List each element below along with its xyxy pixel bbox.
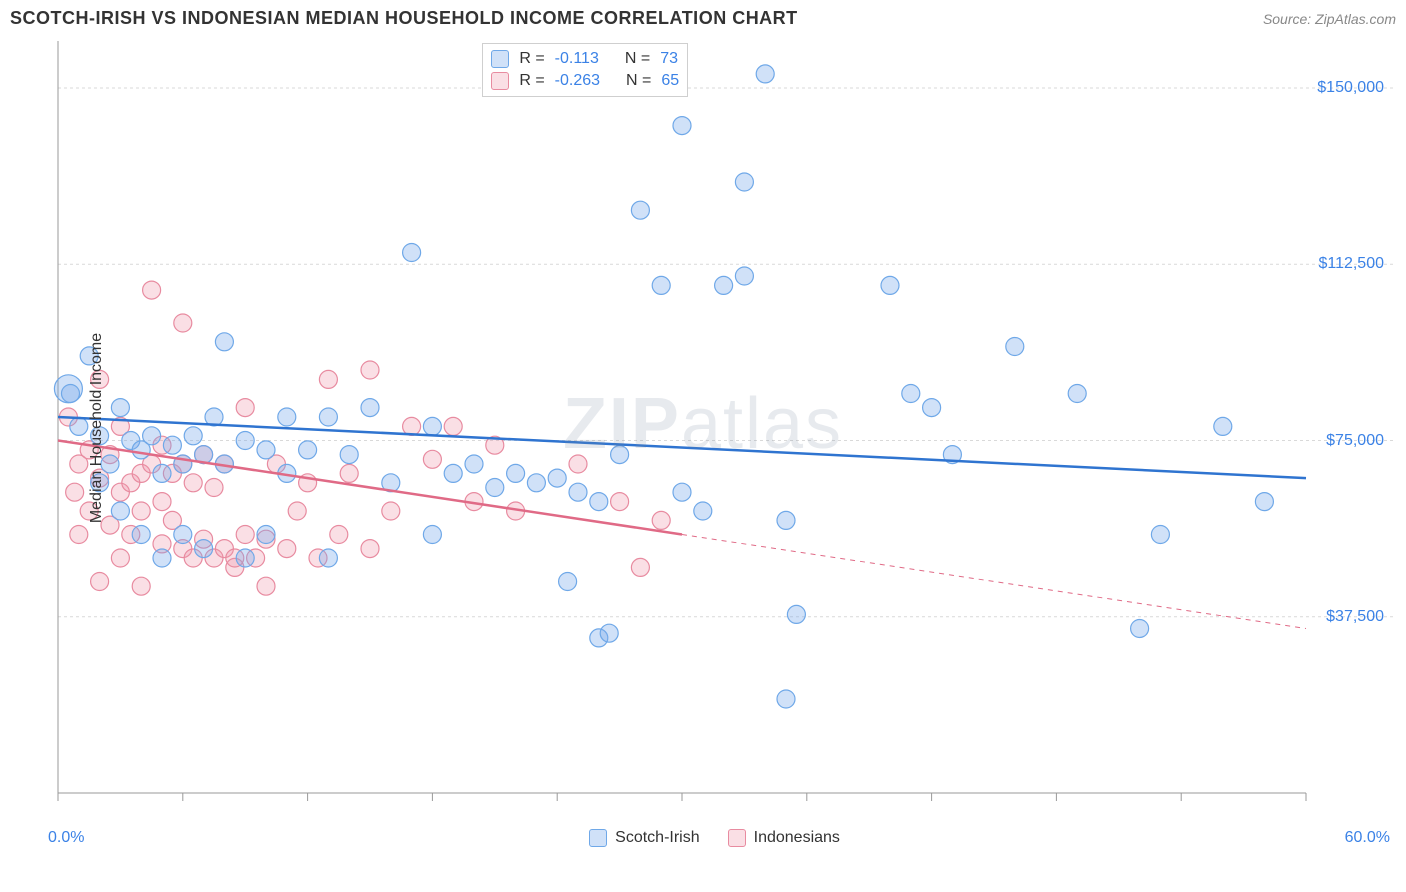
legend-item-2: Indonesians xyxy=(728,829,840,847)
n-label: N = xyxy=(626,72,651,90)
x-axis-max-label: 60.0% xyxy=(1345,829,1390,847)
legend-swatch-blue xyxy=(491,50,509,68)
x-axis-row: 0.0% Scotch-Irish Indonesians 60.0% xyxy=(0,823,1406,847)
legend-swatch-pink xyxy=(491,72,509,90)
legend-swatch-pink xyxy=(728,829,746,847)
legend-label-2: Indonesians xyxy=(754,829,840,847)
y-tick-label: $37,500 xyxy=(1326,608,1384,626)
chart-title: SCOTCH-IRISH VS INDONESIAN MEDIAN HOUSEH… xyxy=(10,8,798,29)
legend-swatch-blue xyxy=(589,829,607,847)
stats-row-2: R = -0.263 N = 65 xyxy=(491,70,679,92)
n-value: 73 xyxy=(660,50,678,68)
bottom-legend: Scotch-Irish Indonesians xyxy=(589,829,840,847)
y-tick-label: $75,000 xyxy=(1326,432,1384,450)
x-axis-min-label: 0.0% xyxy=(48,829,84,847)
y-axis-label: Median Household Income xyxy=(88,333,106,523)
scatter-chart xyxy=(10,33,1396,823)
stats-legend: R = -0.113 N = 73 R = -0.263 N = 65 xyxy=(482,43,688,97)
legend-item-1: Scotch-Irish xyxy=(589,829,699,847)
r-label: R = xyxy=(519,72,544,90)
chart-area: Median Household Income ZIPatlas R = -0.… xyxy=(10,33,1396,823)
stats-row-1: R = -0.113 N = 73 xyxy=(491,48,679,70)
r-label: R = xyxy=(519,50,544,68)
n-value: 65 xyxy=(661,72,679,90)
y-tick-label: $150,000 xyxy=(1317,79,1384,97)
source-label: Source: ZipAtlas.com xyxy=(1263,11,1396,27)
n-label: N = xyxy=(625,50,650,68)
r-value: -0.263 xyxy=(555,72,600,90)
legend-label-1: Scotch-Irish xyxy=(615,829,699,847)
r-value: -0.113 xyxy=(555,50,599,68)
y-tick-label: $112,500 xyxy=(1318,255,1384,273)
